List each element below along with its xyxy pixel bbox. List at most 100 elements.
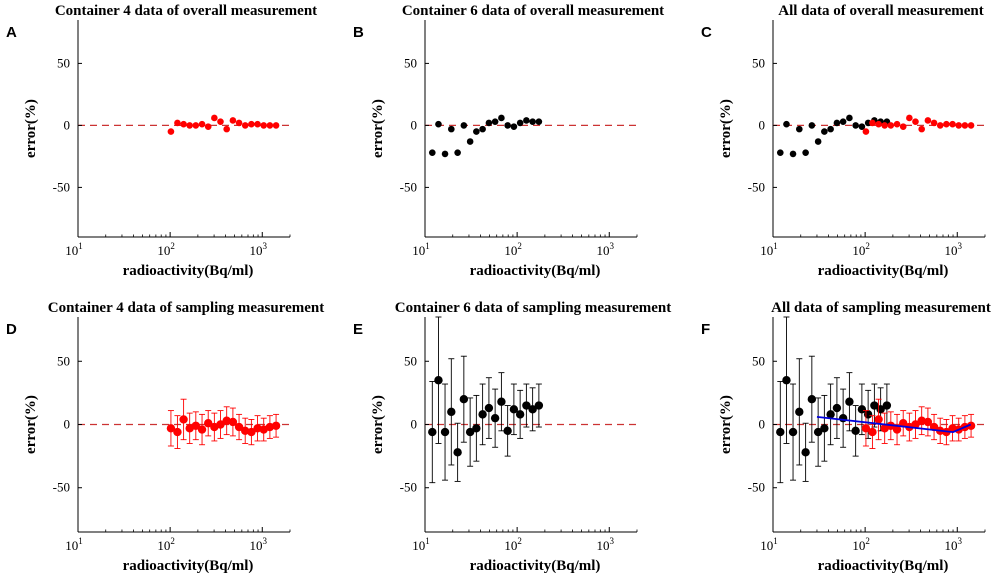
container-6-point [782, 376, 791, 385]
container-6-point [870, 401, 879, 410]
container-6-point [473, 128, 480, 135]
x-tick-label: 103 [945, 241, 963, 258]
container-6-point [857, 405, 867, 414]
container-6-point [497, 397, 506, 406]
x-tick-label: 102 [504, 241, 522, 258]
container-4-point [166, 424, 176, 433]
y-tick-label: 50 [404, 353, 417, 368]
container-4-point [217, 118, 224, 125]
x-tick-label: 103 [250, 241, 268, 258]
x-tick-label: 101 [412, 536, 430, 553]
container-6-point [504, 122, 511, 129]
container-4-point [966, 421, 976, 430]
x-tick-label: 101 [760, 536, 778, 553]
container-6-point [523, 117, 530, 124]
container-6-point [448, 125, 455, 133]
x-tick-label: 102 [852, 536, 870, 553]
container-4-point [204, 123, 212, 130]
x-tick-exponent: 1 [425, 241, 430, 251]
container-4-point [254, 120, 261, 128]
y-tick-label: 0 [64, 117, 71, 132]
x-tick-base: 10 [597, 538, 610, 553]
y-axis-label: error(%) [718, 99, 734, 158]
container-4-point [241, 122, 249, 129]
container-6-point [832, 403, 842, 413]
x-tick-label: 101 [65, 536, 83, 553]
x-tick-exponent: 1 [78, 241, 83, 251]
container-4-point [918, 125, 925, 133]
container-4-point [967, 122, 975, 129]
fit-line [816, 416, 972, 434]
container-6-point [529, 118, 536, 125]
container-4-point [223, 125, 230, 133]
container-4-point [924, 117, 932, 124]
y-tick-label: -50 [53, 480, 70, 495]
container-4-point [893, 120, 901, 128]
container-4-point [235, 119, 243, 127]
x-tick-label: 101 [412, 241, 430, 258]
x-tick-exponent: 2 [517, 536, 522, 546]
x-tick-exponent: 3 [263, 536, 268, 546]
x-tick-label: 103 [250, 536, 268, 553]
y-tick-label: 50 [752, 55, 765, 70]
x-tick-label: 101 [65, 241, 83, 258]
container-6-point [516, 119, 524, 127]
y-axis-label: error(%) [370, 99, 386, 158]
container-4-point [874, 415, 883, 424]
container-6-point [465, 427, 475, 437]
x-tick-exponent: 2 [170, 241, 175, 251]
panel-title: Container 4 data of sampling measurement [48, 300, 325, 316]
container-6-point [491, 118, 499, 125]
container-4-point [266, 122, 274, 129]
container-4-point [167, 128, 175, 135]
container-6-point [839, 118, 847, 125]
x-axis-label: radioactivity(Bq/ml) [123, 263, 254, 279]
container-4-point [887, 122, 895, 129]
container-4-point [197, 425, 207, 434]
x-tick-exponent: 2 [865, 241, 870, 251]
container-4-point [875, 120, 882, 128]
container-6-point [440, 427, 450, 437]
x-tick-label: 103 [597, 241, 615, 258]
container-6-point [827, 125, 834, 133]
container-6-point [534, 401, 544, 410]
x-axis-label: radioactivity(Bq/ml) [123, 558, 254, 574]
container-4-point [198, 120, 206, 128]
container-6-point [846, 114, 853, 122]
y-tick-label: 0 [411, 117, 418, 132]
container-4-point [260, 122, 268, 129]
x-tick-exponent: 3 [263, 241, 268, 251]
container-6-point [796, 125, 803, 133]
container-6-point [788, 427, 798, 437]
x-tick-base: 10 [760, 538, 773, 553]
container-6-point [428, 427, 437, 437]
y-axis-label: error(%) [23, 395, 39, 454]
container-4-point [911, 420, 920, 429]
container-4-point [174, 119, 181, 127]
y-tick-label: 50 [404, 55, 417, 70]
container-6-point [435, 120, 442, 128]
container-4-point [272, 122, 280, 129]
container-6-point [490, 413, 500, 423]
container-6-point [509, 405, 519, 414]
container-4-point [862, 128, 870, 135]
container-6-point [838, 413, 848, 423]
container-4-point [173, 427, 182, 437]
x-tick-label: 103 [945, 536, 963, 553]
y-tick-label: -50 [400, 179, 417, 194]
container-6-point [522, 401, 531, 410]
container-4-point [861, 424, 871, 433]
x-tick-base: 10 [412, 538, 425, 553]
container-4-point [930, 119, 938, 127]
y-tick-label: -50 [748, 480, 765, 495]
container-6-point [459, 395, 469, 404]
container-6-point [801, 448, 810, 457]
x-tick-base: 10 [852, 243, 865, 258]
container-4-point [191, 421, 201, 430]
container-6-point [478, 410, 487, 419]
panel-letter: C [701, 24, 712, 41]
container-6-point [485, 119, 493, 127]
